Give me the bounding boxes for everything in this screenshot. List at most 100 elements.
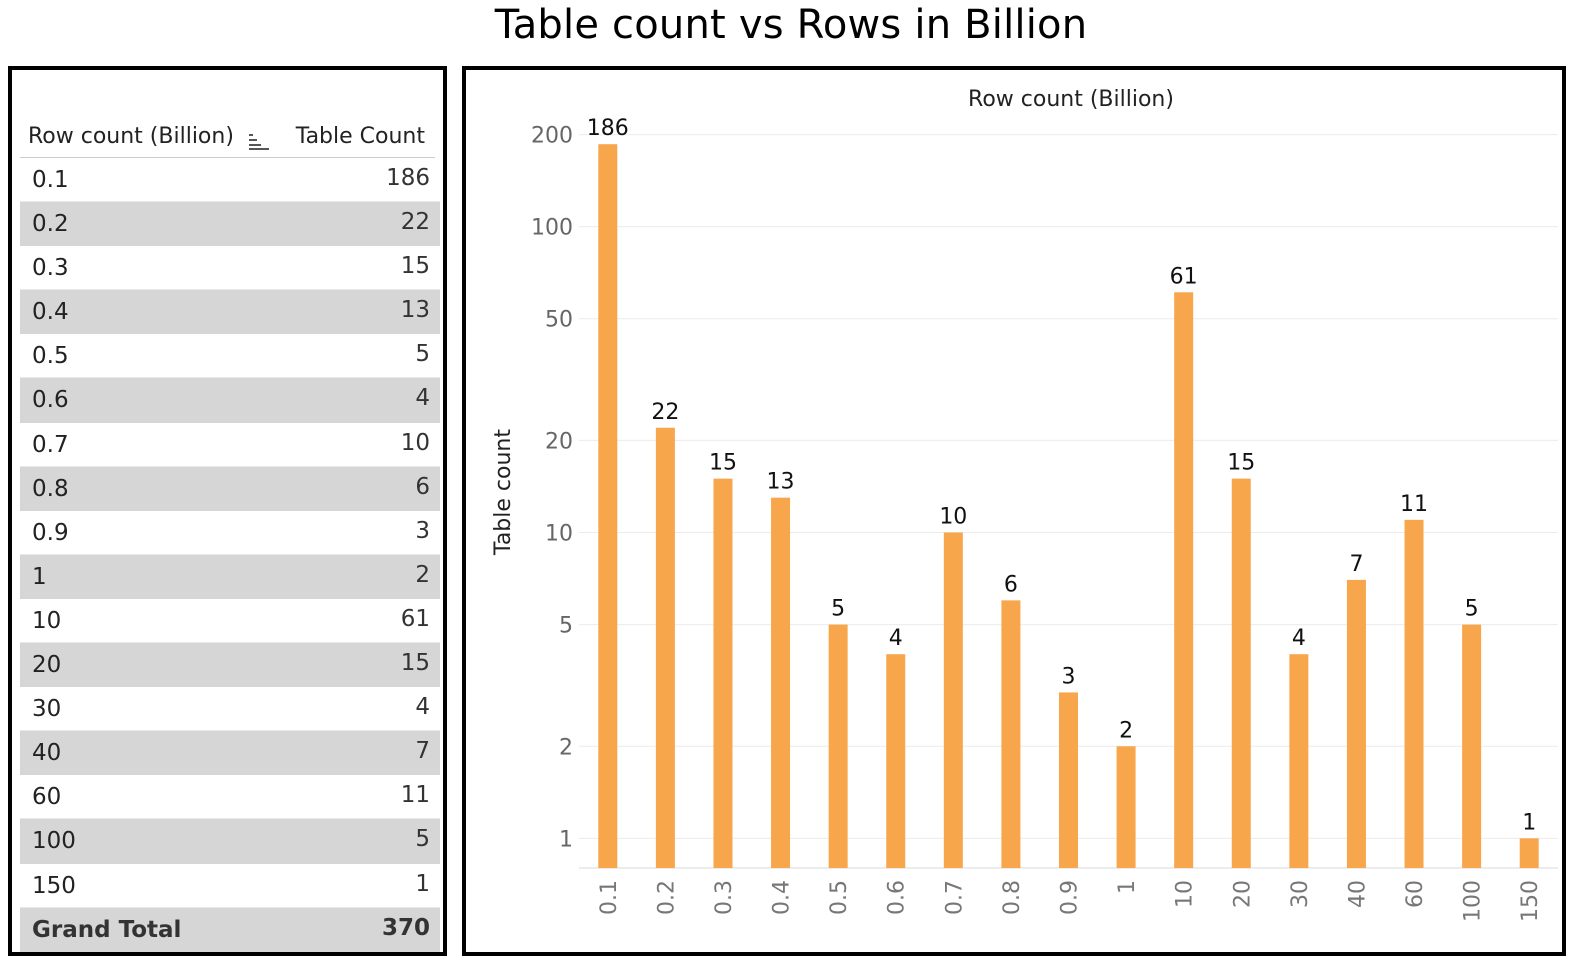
- y-tick-label: 100: [531, 216, 573, 241]
- table-row[interactable]: 0.8 6: [20, 466, 440, 511]
- data-label: 4: [889, 626, 903, 651]
- bar: [655, 427, 675, 868]
- row-count-cell: 0.4: [32, 299, 69, 326]
- table-row[interactable]: 0.6 4: [20, 378, 440, 423]
- x-tick-label: 100: [1461, 880, 1486, 922]
- table-row[interactable]: 0.9 3: [20, 511, 440, 555]
- x-tick-label: 0.3: [712, 880, 737, 915]
- y-axis-label: Table count: [491, 429, 516, 556]
- table-count-cell: 4: [415, 385, 430, 412]
- bar: [771, 497, 791, 868]
- data-label: 13: [767, 470, 795, 495]
- bar: [1059, 692, 1078, 868]
- table-row[interactable]: 100 5: [20, 819, 440, 864]
- table-row[interactable]: 0.7 10: [20, 423, 440, 467]
- x-tick-label: 30: [1288, 880, 1313, 908]
- bar: [943, 532, 963, 868]
- y-tick-label: 1: [559, 827, 573, 852]
- y-tick-label: 5: [559, 614, 573, 639]
- x-tick-label: 20: [1230, 880, 1255, 908]
- row-count-cell: 40: [32, 740, 62, 767]
- data-label: 4: [1292, 626, 1306, 651]
- table-count-cell: 15: [400, 650, 430, 677]
- row-count-cell: 0.2: [32, 211, 69, 238]
- column-header-table-count[interactable]: Table Count: [295, 124, 425, 149]
- bar: [1174, 292, 1194, 868]
- table-count-cell: 10: [400, 429, 430, 456]
- column-header-row-count[interactable]: Row count (Billion): [28, 124, 234, 149]
- chart-title: Row count (Billion): [968, 87, 1174, 112]
- data-label: 15: [1227, 451, 1255, 476]
- table-count-cell: 5: [415, 826, 430, 853]
- crosstab-panel: Row count (Billion) Table Count 0.1 186 0.…: [8, 66, 447, 956]
- table-row[interactable]: 40 7: [20, 731, 440, 776]
- data-label: 61: [1170, 264, 1198, 289]
- data-label: 1: [1522, 810, 1536, 835]
- x-tick-label: 0.2: [654, 880, 679, 915]
- data-label: 186: [587, 116, 629, 141]
- bar: [828, 624, 848, 868]
- row-count-cell: 60: [32, 784, 62, 811]
- table-count-cell: 22: [400, 209, 430, 236]
- data-label: 3: [1062, 664, 1076, 689]
- grand-total-value: 370: [381, 914, 430, 941]
- x-tick-label: 0.7: [942, 880, 967, 915]
- chart-panel: Row count (Billion) Table count 1 2 5 10 20 50 1…: [462, 66, 1566, 956]
- table-row[interactable]: 0.3 15: [20, 246, 440, 291]
- sort-descending-icon[interactable]: [249, 132, 269, 150]
- row-count-cell: 100: [32, 828, 76, 855]
- bar: [598, 144, 618, 868]
- table-row[interactable]: 60 11: [20, 775, 440, 820]
- row-count-cell: 0.6: [32, 387, 69, 414]
- table-row[interactable]: 0.5 5: [20, 334, 440, 379]
- bar: [1519, 838, 1539, 868]
- row-count-cell: 1: [32, 563, 47, 590]
- table-row[interactable]: 0.4 13: [20, 290, 440, 335]
- table-row[interactable]: 0.2 22: [20, 202, 440, 247]
- row-count-cell: 150: [32, 872, 76, 899]
- x-tick-label: 40: [1345, 880, 1370, 908]
- data-label: 6: [1004, 572, 1018, 597]
- row-count-cell: 0.9: [32, 519, 69, 546]
- y-tick-label: 50: [545, 308, 573, 333]
- x-tick-label: 60: [1403, 880, 1428, 908]
- bar: [713, 478, 733, 868]
- table-count-cell: 5: [415, 341, 430, 368]
- row-count-cell: 0.1: [32, 167, 69, 193]
- table-count-cell: 11: [400, 782, 430, 809]
- table-count-cell: 61: [400, 605, 430, 632]
- table-count-cell: 3: [415, 517, 430, 544]
- row-count-cell: 0.8: [32, 475, 69, 502]
- row-count-cell: 10: [32, 607, 62, 634]
- table-row[interactable]: 0.1 186: [20, 158, 440, 203]
- table-count-cell: 7: [415, 738, 430, 765]
- bar: [1001, 600, 1021, 868]
- x-tick-label: 0.6: [885, 880, 910, 915]
- table-header: Row count (Billion) Table Count: [20, 120, 435, 158]
- bar: [1346, 579, 1366, 868]
- row-count-cell: 20: [32, 652, 62, 679]
- row-count-cell: 30: [32, 696, 62, 723]
- table-row[interactable]: 10 61: [20, 599, 440, 644]
- data-label: 5: [831, 597, 845, 622]
- data-label: 11: [1400, 492, 1428, 517]
- table-count-cell: 4: [415, 694, 430, 721]
- row-count-cell: 0.5: [32, 343, 69, 370]
- table-count-cell: 1: [415, 870, 430, 897]
- table-row[interactable]: 30 4: [20, 687, 440, 732]
- grand-total-row[interactable]: Grand Total 370: [20, 907, 440, 952]
- data-label: 10: [939, 504, 967, 529]
- y-tick-label: 2: [559, 735, 573, 760]
- table-count-cell: 186: [386, 165, 430, 191]
- x-tick-label: 0.5: [827, 880, 852, 915]
- table-row[interactable]: 150 1: [20, 864, 440, 908]
- table-count-cell: 6: [415, 473, 430, 500]
- bar: [1289, 654, 1309, 868]
- table-row[interactable]: 20 15: [20, 643, 440, 688]
- x-tick-label: 0.8: [1000, 880, 1025, 915]
- y-tick-label: 200: [531, 124, 573, 149]
- grand-total-label: Grand Total: [32, 916, 182, 943]
- x-tick-label: 150: [1518, 880, 1543, 922]
- data-label: 22: [651, 400, 679, 425]
